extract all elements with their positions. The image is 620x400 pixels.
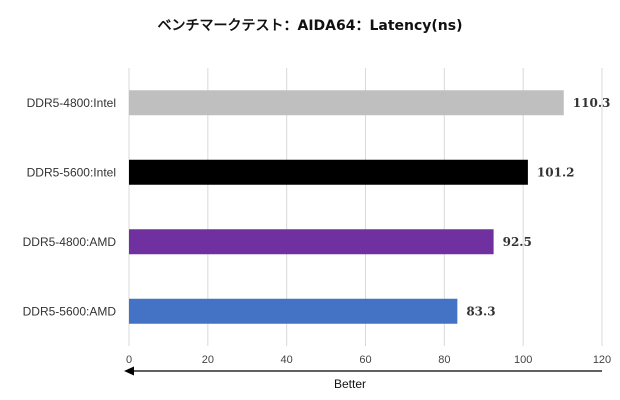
bars bbox=[129, 90, 564, 324]
category-label: DDR5-5600:AMD bbox=[23, 304, 117, 318]
chart-title: ベンチマークテスト：AIDA64：Latency(ns) bbox=[157, 18, 462, 34]
x-tick-label: 0 bbox=[126, 354, 132, 366]
better-annotation: Better bbox=[124, 366, 602, 391]
bar bbox=[129, 90, 564, 116]
x-tick-label: 80 bbox=[438, 354, 450, 366]
category-labels: DDR5-4800:Intel DDR5-5600:Intel DDR5-4800:… bbox=[23, 96, 117, 319]
x-tick-label: 60 bbox=[359, 354, 371, 366]
tick-labels: 0 20 40 60 80 100 120 bbox=[126, 354, 611, 366]
data-label: 83.3 bbox=[466, 304, 495, 318]
bar bbox=[129, 229, 494, 255]
data-labels: 110.3 101.2 92.5 83.3 bbox=[466, 96, 610, 319]
category-label: DDR5-4800:AMD bbox=[23, 235, 117, 249]
x-tick-label: 20 bbox=[202, 354, 214, 366]
category-label: DDR5-4800:Intel bbox=[27, 96, 116, 110]
category-label: DDR5-5600:Intel bbox=[27, 165, 116, 179]
better-arrow-head bbox=[124, 366, 134, 376]
bar bbox=[129, 298, 458, 324]
bar bbox=[129, 159, 528, 185]
data-label: 110.3 bbox=[573, 96, 611, 110]
data-label: 92.5 bbox=[503, 235, 532, 249]
x-tick-label: 40 bbox=[281, 354, 293, 366]
x-tick-label: 100 bbox=[514, 354, 532, 366]
x-tick-label: 120 bbox=[593, 354, 611, 366]
data-label: 101.2 bbox=[537, 165, 575, 179]
better-label: Better bbox=[334, 377, 366, 391]
